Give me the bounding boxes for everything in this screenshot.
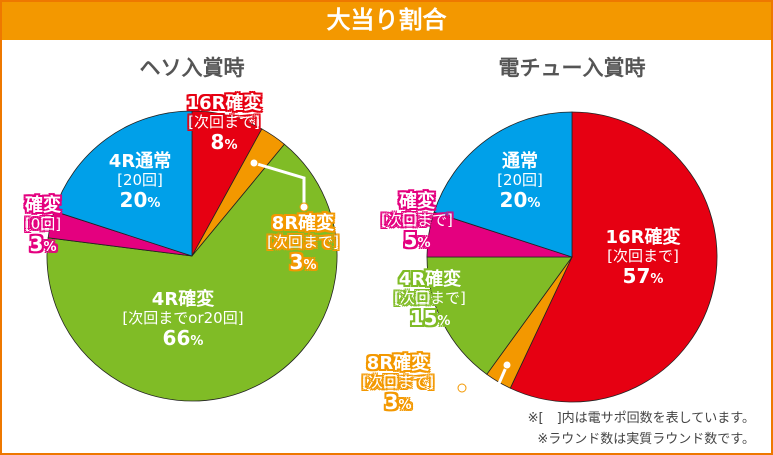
slice-label: 通常 [20回] 20% — [497, 151, 543, 212]
pie-title-heso: ヘソ入賞時 — [139, 56, 245, 80]
slice-sub: [20回] — [117, 171, 163, 190]
slice-sub: [次回までor20回] — [122, 309, 244, 328]
slice-name: 通常 — [501, 151, 538, 172]
note-1: ※[ ]内は電サポ回数を表しています。 — [527, 411, 755, 426]
slice-sub: [次回まで] — [381, 211, 453, 230]
slice-label: 8R確変 [次回まで] 3% — [267, 213, 339, 274]
slice-value: 66% — [162, 325, 204, 350]
slice-label: 4R通常 [20回] 20% — [108, 151, 172, 212]
leader-line — [462, 364, 509, 390]
slice-label: 16R確変 [次回まで] 8% — [186, 93, 262, 154]
pie-slice — [426, 256, 573, 375]
header-title: 大当り割合 — [0, 0, 773, 40]
leader-dot — [502, 360, 512, 370]
pie-slice — [509, 111, 718, 403]
slice-name: 確変 — [25, 195, 61, 216]
slice-value: 3% — [29, 231, 57, 256]
slice-value: 57% — [622, 263, 664, 288]
slice-name: 16R確変 — [605, 227, 681, 248]
slice-label: 4R確変 [次回までor20回] 66% — [122, 289, 244, 350]
slice-value: 20% — [499, 187, 541, 212]
pie-slice — [46, 143, 338, 402]
pie-title-denchu: 電チュー入賞時 — [498, 56, 646, 80]
slice-name: 4R確変 — [398, 269, 462, 290]
slice-name: 確変 — [399, 191, 435, 212]
slice-value: 3% — [384, 389, 412, 414]
pie-slice — [433, 111, 573, 258]
slice-label: 16R確変 [次回まで] 57% — [605, 227, 681, 288]
slice-name: 4R確変 — [151, 289, 215, 310]
slice-value: 3% — [289, 249, 317, 274]
note-2: ※ラウンド数は実質ラウンド数です。 — [537, 432, 755, 447]
pie-slice — [53, 110, 193, 257]
slice-label: 8R確変 [次回まで] 3% — [362, 353, 434, 414]
leader-dot — [457, 383, 467, 393]
slice-label: 確変 [次回まで] 5% — [381, 191, 453, 252]
slice-sub: [0回] — [24, 215, 62, 234]
slice-name: 8R確変 — [366, 353, 430, 374]
slice-name: 16R確変 — [186, 93, 262, 114]
leader-line — [253, 161, 306, 207]
leader-dot — [299, 202, 309, 212]
slice-name: 8R確変 — [271, 213, 335, 234]
slice-label: 確変 [0回] 3% — [24, 195, 62, 256]
slice-sub: [次回まで] — [394, 289, 466, 308]
slice-name: 4R通常 — [108, 151, 172, 172]
slice-sub: [20回] — [497, 171, 543, 190]
slice-sub: [次回まで] — [607, 247, 679, 266]
slice-sub: [次回まで] — [188, 113, 260, 132]
slice-sub: [次回まで] — [267, 233, 339, 252]
slice-value: 5% — [403, 227, 431, 252]
slice-value: 15% — [409, 305, 451, 330]
slice-sub: [次回まで] — [362, 373, 434, 392]
slice-value: 8% — [210, 129, 238, 154]
slice-value: 20% — [119, 187, 161, 212]
leader-dot — [249, 158, 259, 168]
slice-label: 4R確変 [次回まで] 15% — [394, 269, 466, 330]
